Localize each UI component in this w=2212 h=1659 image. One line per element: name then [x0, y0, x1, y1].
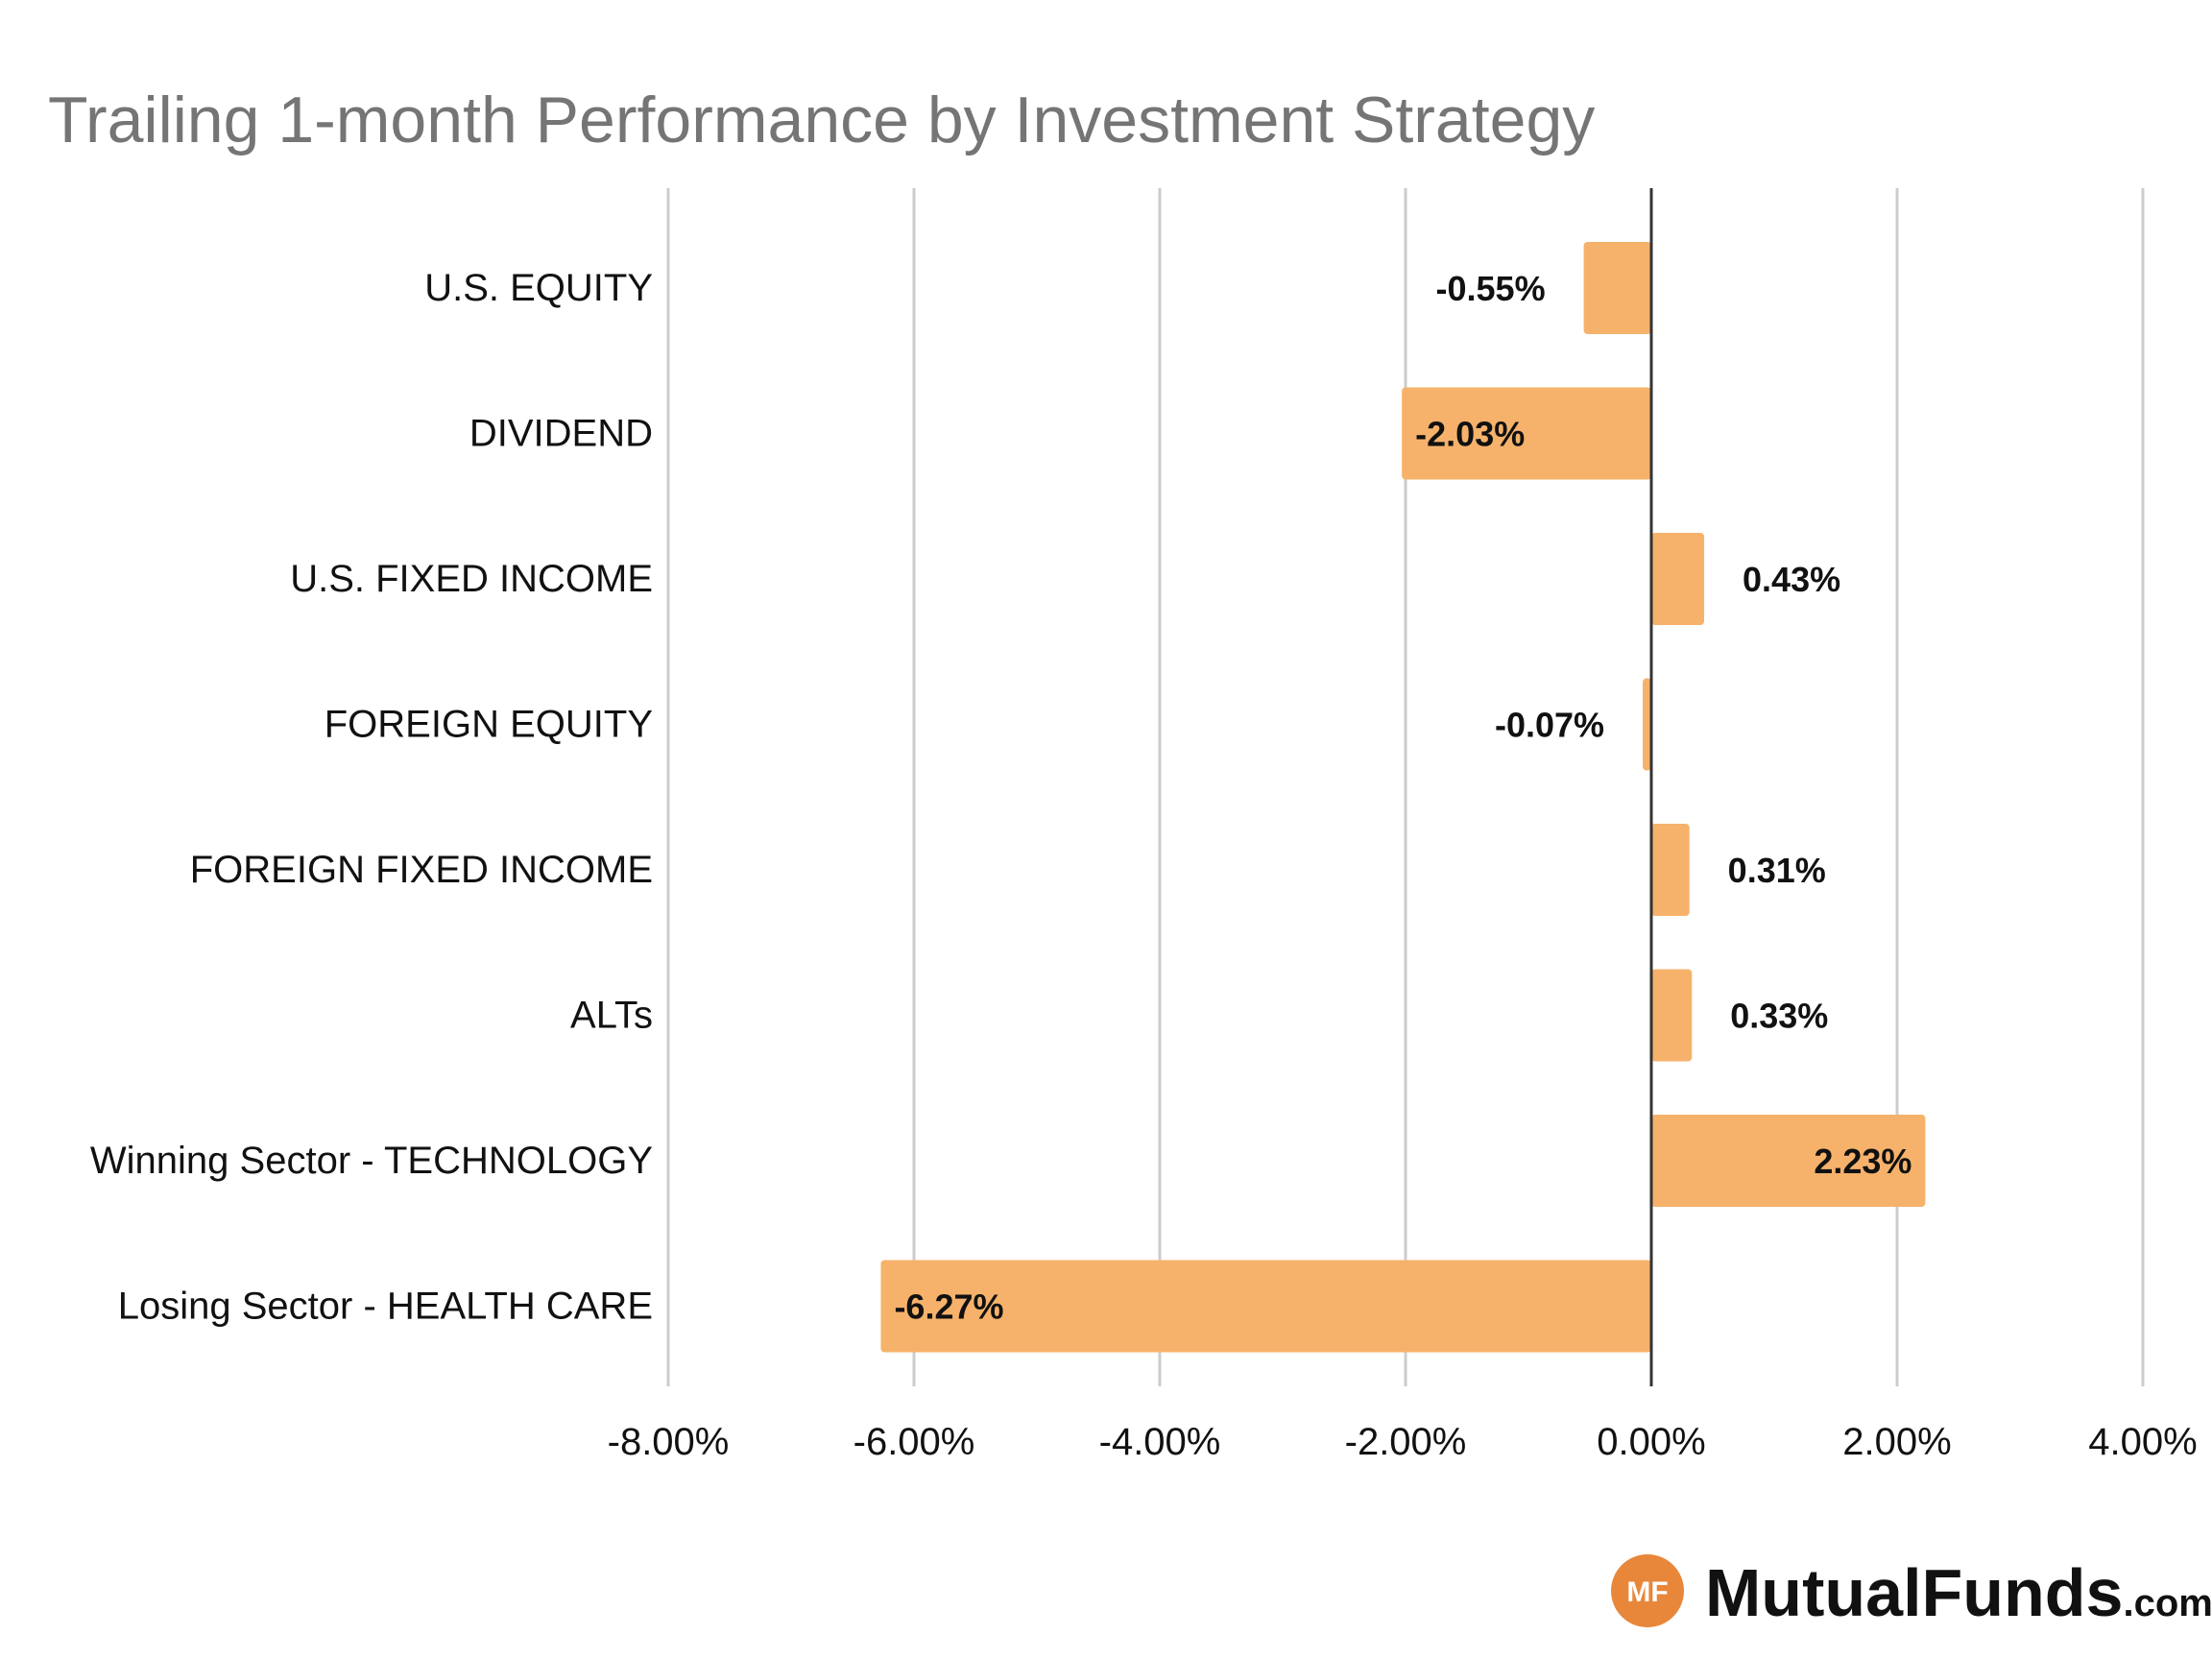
x-tick-labels: -8.00% -6.00% -4.00% -2.00% 0.00% 2.00% 4.00% — [608, 1421, 2198, 1463]
data-label: -2.03% — [1415, 415, 1525, 454]
x-tick-label: -8.00% — [608, 1421, 730, 1463]
data-label: 0.43% — [1743, 560, 1840, 599]
bar — [1583, 242, 1651, 334]
bar — [1651, 969, 1693, 1062]
x-tick-label: -4.00% — [1099, 1421, 1221, 1463]
category-label: ALTs — [570, 995, 653, 1037]
x-tick-label: -2.00% — [1345, 1421, 1467, 1463]
bar — [1643, 678, 1651, 771]
data-label: 0.33% — [1730, 997, 1828, 1036]
svg-text:MutualFunds.com: MutualFunds.com — [1705, 1555, 2212, 1630]
bar — [880, 1260, 1651, 1353]
category-label: Losing Sector - HEALTH CARE — [118, 1286, 653, 1328]
logo-badge-icon — [1611, 1554, 1684, 1627]
x-tick-label: 4.00% — [2088, 1421, 2197, 1463]
bar — [1651, 1115, 1926, 1207]
category-label: U.S. EQUITY — [424, 267, 653, 309]
data-label: -6.27% — [894, 1287, 1003, 1327]
data-label: 0.31% — [1728, 851, 1826, 890]
category-label: U.S. FIXED INCOME — [290, 558, 653, 600]
category-label: DIVIDEND — [469, 413, 653, 455]
x-tick-label: -6.00% — [854, 1421, 975, 1463]
category-label: FOREIGN FIXED INCOME — [190, 849, 653, 891]
bar — [1651, 533, 1705, 625]
logo-suffix: .com — [2123, 1582, 2212, 1624]
category-label: Winning Sector - TECHNOLOGY — [90, 1140, 653, 1182]
bar — [1402, 387, 1651, 480]
category-labels: U.S. EQUITY DIVIDEND U.S. FIXED INCOME FORE… — [90, 267, 653, 1328]
mutualfunds-logo[interactable]: MF MutualFunds.com — [1611, 1554, 2212, 1630]
data-label: -0.07% — [1495, 706, 1604, 745]
data-label: 2.23% — [1814, 1142, 1911, 1181]
data-labels: -0.55% -2.03% 0.43% -0.07% 0.31% 0.33% 2.23% -6… — [894, 269, 1911, 1327]
category-label: FOREIGN EQUITY — [325, 704, 653, 746]
x-tick-label: 0.00% — [1597, 1421, 1705, 1463]
logo-badge-text: MF — [1626, 1576, 1668, 1608]
data-label: -0.55% — [1436, 269, 1546, 308]
logo-name: MutualFunds — [1705, 1555, 2123, 1630]
bar — [1651, 824, 1690, 916]
chart-title: Trailing 1-month Performance by Investme… — [48, 84, 1595, 156]
x-tick-label: 2.00% — [1842, 1421, 1951, 1463]
bars — [880, 242, 1926, 1353]
